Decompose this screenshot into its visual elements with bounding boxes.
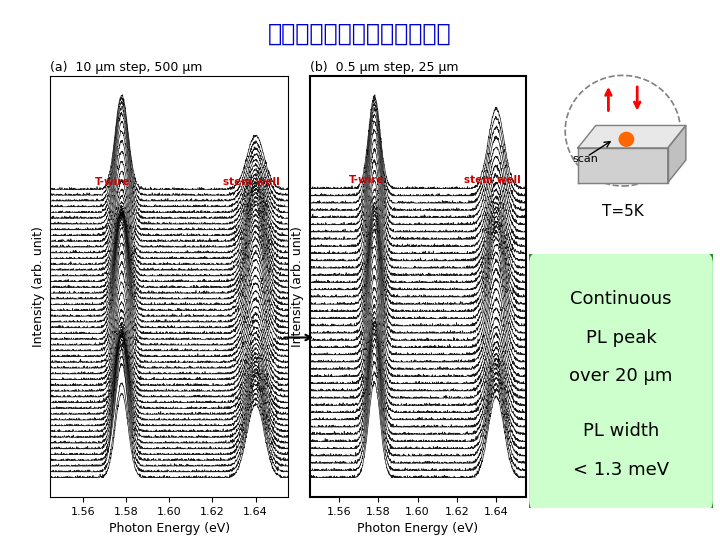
Text: < 1.3 meV: < 1.3 meV xyxy=(573,461,669,478)
Text: (b)  0.5 μm step, 25 μm: (b) 0.5 μm step, 25 μm xyxy=(310,62,458,75)
Text: T-wire: T-wire xyxy=(95,177,131,187)
Text: T-wire: T-wire xyxy=(348,175,384,185)
Text: Continuous: Continuous xyxy=(570,291,672,308)
Text: scan: scan xyxy=(572,154,598,164)
Text: T=5K: T=5K xyxy=(602,205,644,219)
Circle shape xyxy=(619,132,634,146)
Text: over 20 μm: over 20 μm xyxy=(570,367,672,384)
Polygon shape xyxy=(577,148,668,183)
X-axis label: Photon Energy (eV): Photon Energy (eV) xyxy=(109,522,230,535)
Text: stem well: stem well xyxy=(464,175,521,185)
Polygon shape xyxy=(668,125,685,183)
Text: PL width: PL width xyxy=(583,422,659,441)
Text: PL peak: PL peak xyxy=(585,328,657,347)
Y-axis label: Intensity (arb. unit): Intensity (arb. unit) xyxy=(291,226,304,347)
Text: 空間分解題微プルスペクトル: 空間分解題微プルスペクトル xyxy=(268,22,452,45)
Text: stem well: stem well xyxy=(223,177,279,187)
Text: (a)  10 μm step, 500 μm: (a) 10 μm step, 500 μm xyxy=(50,62,203,75)
Polygon shape xyxy=(577,125,685,148)
FancyBboxPatch shape xyxy=(527,251,715,512)
Y-axis label: Intensity (arb. unit): Intensity (arb. unit) xyxy=(32,226,45,347)
X-axis label: Photon Energy (eV): Photon Energy (eV) xyxy=(357,522,478,535)
